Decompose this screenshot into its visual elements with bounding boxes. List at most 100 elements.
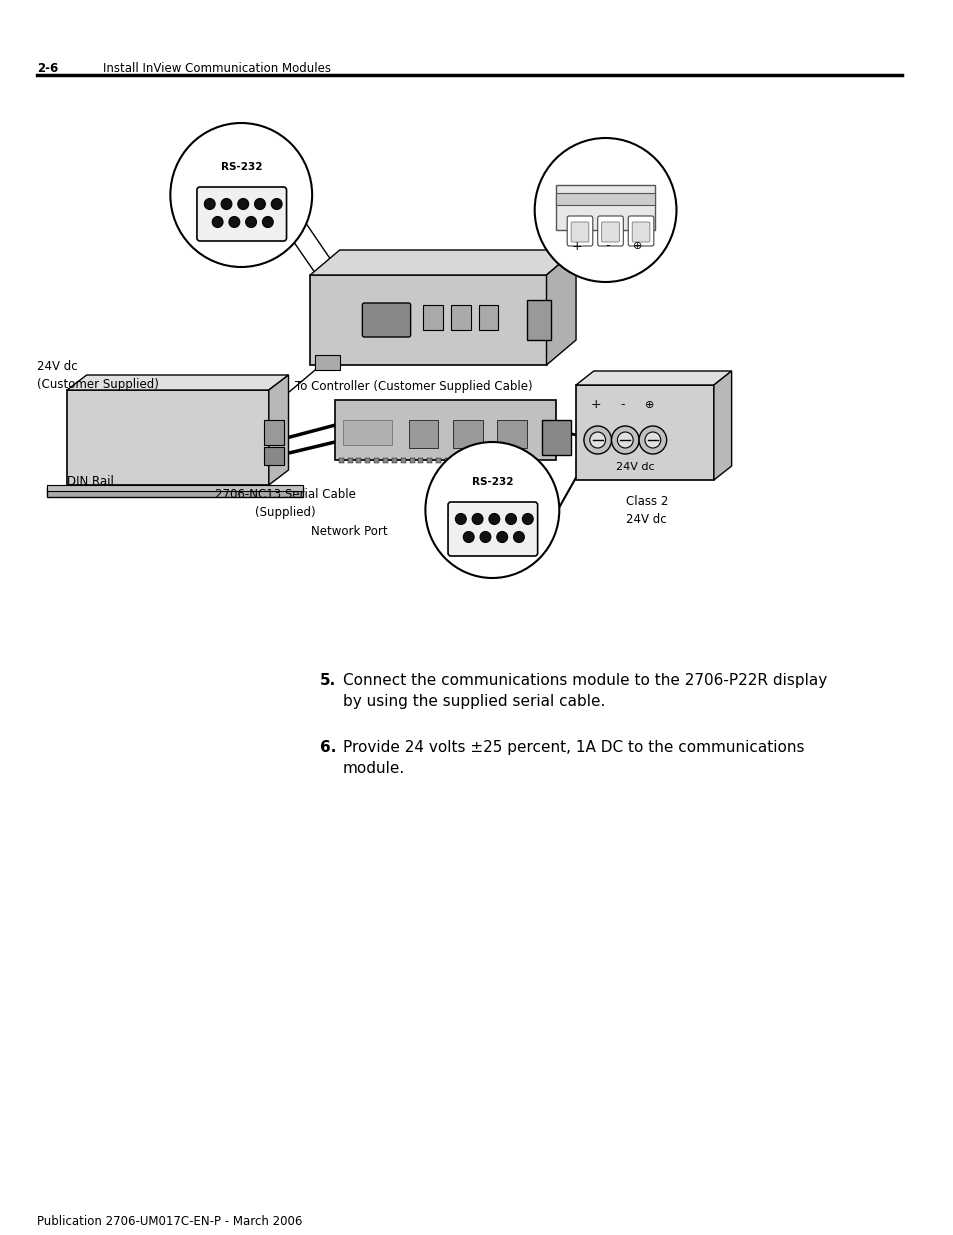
Bar: [427, 458, 432, 463]
Text: 6.: 6.: [319, 740, 336, 755]
Bar: [356, 458, 361, 463]
Text: 2-6: 2-6: [37, 62, 58, 75]
Bar: [436, 458, 440, 463]
Circle shape: [455, 514, 466, 525]
Text: DIN Rail: DIN Rail: [67, 475, 113, 488]
Bar: [516, 458, 520, 463]
Text: +: +: [590, 399, 600, 411]
Bar: [471, 458, 476, 463]
Circle shape: [505, 514, 516, 525]
Polygon shape: [576, 370, 731, 385]
Bar: [409, 458, 415, 463]
FancyBboxPatch shape: [601, 222, 618, 242]
Text: ⊕: ⊕: [633, 241, 642, 251]
Circle shape: [617, 432, 633, 448]
Circle shape: [237, 199, 249, 210]
Circle shape: [425, 442, 558, 578]
Text: +: +: [571, 240, 581, 252]
Text: Class 2
24V dc: Class 2 24V dc: [625, 495, 668, 526]
Circle shape: [583, 426, 611, 454]
Polygon shape: [310, 249, 576, 275]
Text: -: -: [619, 399, 624, 411]
FancyBboxPatch shape: [567, 216, 592, 246]
Bar: [526, 300, 551, 340]
Bar: [48, 485, 303, 492]
Text: To Controller (Customer Supplied Cable): To Controller (Customer Supplied Cable): [294, 380, 532, 393]
FancyBboxPatch shape: [628, 216, 653, 246]
Bar: [264, 447, 283, 466]
Bar: [347, 458, 353, 463]
Bar: [541, 420, 571, 454]
Text: RS-232: RS-232: [220, 162, 262, 172]
Bar: [365, 458, 370, 463]
Polygon shape: [67, 375, 288, 390]
Bar: [556, 193, 654, 205]
Circle shape: [271, 199, 282, 210]
Circle shape: [479, 531, 491, 542]
Text: 24V dc: 24V dc: [616, 462, 654, 472]
Bar: [576, 385, 713, 480]
Bar: [310, 275, 546, 366]
FancyBboxPatch shape: [196, 186, 286, 241]
FancyBboxPatch shape: [571, 222, 588, 242]
Bar: [418, 458, 423, 463]
Circle shape: [262, 216, 273, 227]
Bar: [454, 458, 458, 463]
Text: -: -: [604, 240, 609, 252]
Bar: [524, 458, 529, 463]
Circle shape: [497, 531, 507, 542]
Polygon shape: [546, 249, 576, 366]
Circle shape: [463, 531, 474, 542]
Bar: [445, 458, 450, 463]
Text: RS-232: RS-232: [471, 477, 513, 487]
Bar: [314, 354, 339, 370]
Circle shape: [611, 426, 639, 454]
Text: Publication 2706-UM017C-EN-P - March 2006: Publication 2706-UM017C-EN-P - March 200…: [37, 1215, 302, 1228]
Bar: [489, 458, 494, 463]
Polygon shape: [713, 370, 731, 480]
Bar: [497, 458, 502, 463]
Bar: [400, 458, 405, 463]
Circle shape: [246, 216, 256, 227]
Text: ⊕: ⊕: [644, 400, 654, 410]
Circle shape: [513, 531, 524, 542]
Bar: [264, 420, 283, 445]
Circle shape: [589, 432, 605, 448]
FancyBboxPatch shape: [448, 501, 537, 556]
Bar: [507, 458, 512, 463]
Circle shape: [534, 138, 676, 282]
Text: Provide 24 volts ±25 percent, 1A DC to the communications
module.: Provide 24 volts ±25 percent, 1A DC to t…: [342, 740, 803, 776]
Bar: [480, 458, 485, 463]
Circle shape: [522, 514, 533, 525]
Bar: [374, 458, 378, 463]
FancyBboxPatch shape: [632, 222, 649, 242]
Bar: [335, 400, 556, 459]
Bar: [478, 305, 497, 330]
Bar: [342, 420, 392, 445]
Bar: [462, 458, 467, 463]
Text: Network Port: Network Port: [311, 525, 388, 538]
Polygon shape: [269, 375, 288, 485]
Circle shape: [212, 216, 223, 227]
Circle shape: [221, 199, 232, 210]
Text: 24V dc
(Customer Supplied): 24V dc (Customer Supplied): [37, 359, 159, 391]
Bar: [556, 185, 654, 230]
Text: Connect the communications module to the 2706-P22R display
by using the supplied: Connect the communications module to the…: [342, 673, 826, 709]
Circle shape: [171, 124, 312, 267]
Bar: [338, 458, 343, 463]
Text: 2706-NC13 Serial Cable
(Supplied): 2706-NC13 Serial Cable (Supplied): [214, 488, 355, 519]
Bar: [392, 458, 396, 463]
Circle shape: [639, 426, 666, 454]
Circle shape: [488, 514, 499, 525]
Circle shape: [254, 199, 265, 210]
Circle shape: [644, 432, 660, 448]
Bar: [423, 305, 442, 330]
Bar: [67, 390, 269, 485]
Bar: [408, 420, 437, 448]
Bar: [453, 420, 482, 448]
Bar: [497, 420, 526, 448]
FancyBboxPatch shape: [362, 303, 410, 337]
Bar: [383, 458, 388, 463]
Bar: [48, 487, 303, 496]
Circle shape: [204, 199, 215, 210]
